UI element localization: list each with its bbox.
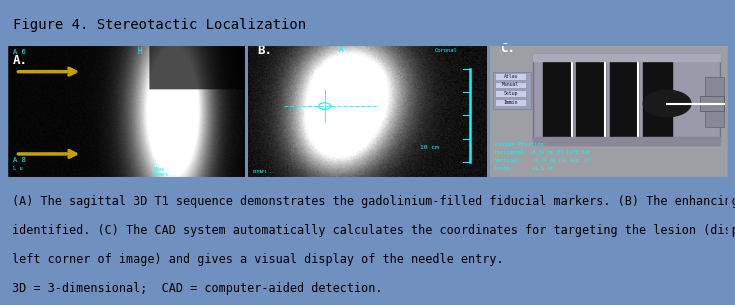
Text: A 6: A 6 [13, 49, 26, 56]
Bar [493, 143, 727, 177]
Circle shape [643, 90, 691, 117]
Text: Mast: Mast [154, 167, 165, 172]
Text: Figure 4. Stereotactic Localization: Figure 4. Stereotactic Localization [13, 18, 306, 32]
Text: Lesion Position:: Lesion Position: [495, 142, 548, 147]
Text: Manual: Manual [502, 82, 520, 88]
Bar [495, 82, 526, 88]
Text: L u: L u [13, 166, 23, 171]
Text: H: H [137, 47, 142, 56]
Bar [495, 90, 526, 97]
Text: Depth:       +1.5 cm: Depth: +1.5 cm [495, 166, 553, 171]
Bar [534, 54, 720, 61]
Text: A: A [339, 45, 343, 54]
Bar [706, 77, 725, 127]
Bar [493, 72, 531, 109]
Bar [495, 99, 526, 106]
Text: Setup: Setup [503, 91, 518, 96]
Bar [700, 95, 725, 112]
Text: 10 cm: 10 cm [420, 145, 439, 150]
Text: left corner of image) and gives a visual display of the needle entry.: left corner of image) and gives a visual… [12, 253, 503, 266]
Text: B.: B. [258, 45, 273, 57]
Bar [610, 56, 639, 138]
Text: Immin: Immin [503, 100, 518, 105]
Text: Vertical:    -0.74 cm (A) Ang: 15°: Vertical: -0.74 cm (A) Ang: 15° [495, 158, 593, 163]
Bar [495, 73, 526, 80]
Text: A.: A. [13, 54, 28, 67]
Text: identified. (C) The CAD system automatically calculates the coordinates for targ: identified. (C) The CAD system automatic… [12, 224, 735, 237]
Text: A 8: A 8 [13, 157, 26, 163]
Text: Coronal: Coronal [434, 48, 457, 53]
Text: C.: C. [500, 42, 515, 55]
Text: 3D = 3-dimensional;  CAD = computer-aided detection.: 3D = 3-dimensional; CAD = computer-aided… [12, 282, 382, 295]
Text: Atlas: Atlas [503, 74, 518, 79]
Text: DIMAP1...: DIMAP1... [154, 174, 176, 178]
Bar [543, 56, 572, 138]
Bar [643, 56, 672, 138]
Bar [576, 56, 605, 138]
Bar [534, 54, 720, 141]
Bar [534, 137, 720, 145]
Text: DIMAP1...: DIMAP1... [253, 170, 276, 174]
Text: (A) The sagittal 3D T1 sequence demonstrates the gadolinium-filled fiducial mark: (A) The sagittal 3D T1 sequence demonstr… [12, 196, 735, 208]
Text: Horizontal: -0.34 cm (F) Left Hub: Horizontal: -0.34 cm (F) Left Hub [495, 150, 590, 155]
